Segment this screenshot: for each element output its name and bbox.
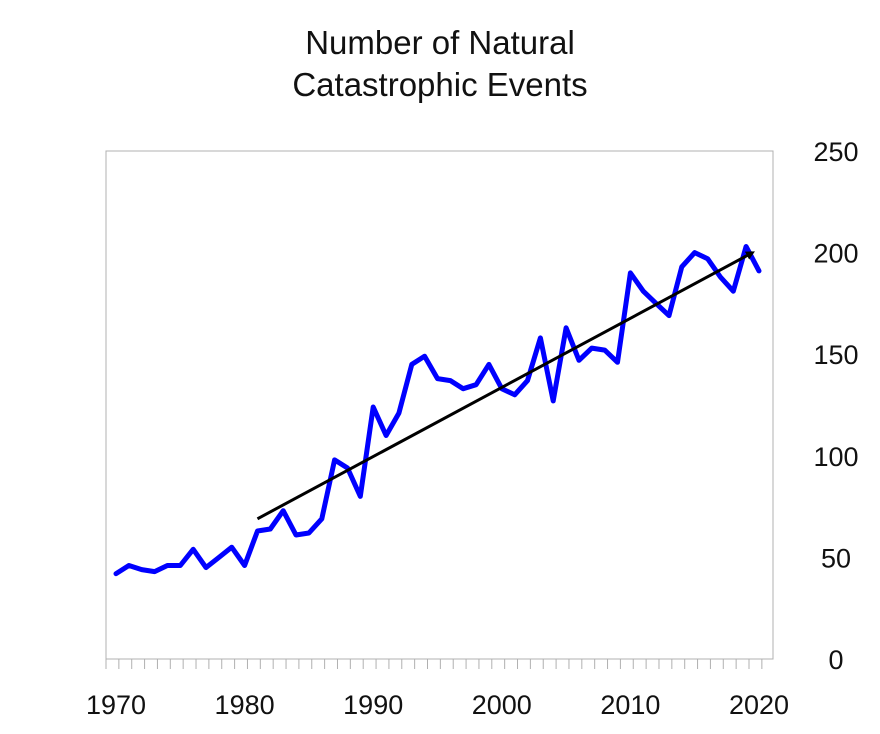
- annotation-layer: [256, 251, 755, 521]
- x-tick-label: 1990: [343, 690, 403, 720]
- x-tick-label: 2010: [600, 690, 660, 720]
- chart-title-line-1: Number of Natural: [305, 24, 575, 61]
- y-tick-label: 50: [821, 543, 851, 573]
- x-tick-label: 2020: [729, 690, 789, 720]
- y-tick-label: 250: [813, 137, 858, 167]
- y-tick-label: 100: [813, 442, 858, 472]
- x-axis-labels: 1970 1980 1990 2000 2010 2020: [86, 690, 789, 720]
- chart-title: Number of Natural Catastrophic Events: [0, 22, 880, 106]
- plot-area: [105, 150, 774, 660]
- x-axis: [105, 658, 773, 669]
- x-tick-label: 2000: [472, 690, 532, 720]
- series-line: [113, 244, 762, 577]
- y-axis: 0 50 100 150 200 250: [813, 137, 858, 675]
- trend-arrow: [256, 251, 755, 521]
- x-tick-label: 1970: [86, 690, 146, 720]
- y-tick-label: 200: [813, 239, 858, 269]
- y-tick-label: 150: [813, 340, 858, 370]
- y-tick-label: 0: [828, 645, 843, 675]
- x-tick-label: 1980: [215, 690, 275, 720]
- chart-title-line-2: Catastrophic Events: [292, 66, 588, 103]
- series-layer: [113, 244, 762, 577]
